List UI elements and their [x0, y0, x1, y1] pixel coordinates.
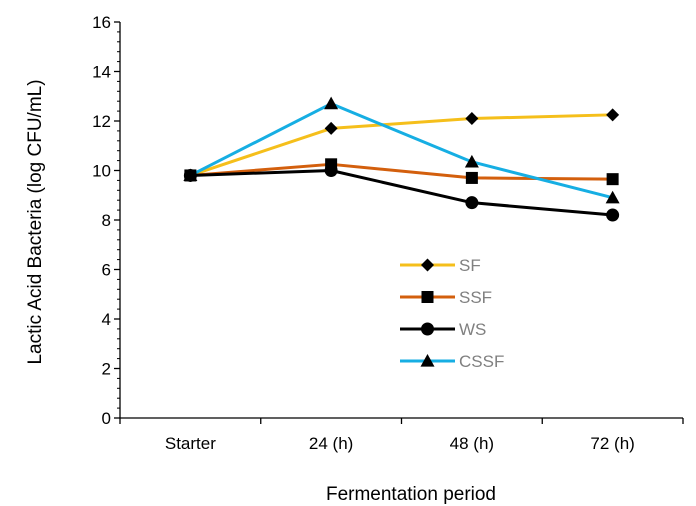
legend-marker	[421, 291, 434, 303]
series-line	[189, 113, 613, 177]
series-cssf	[189, 102, 613, 200]
data-point	[465, 171, 478, 184]
y-tick-label: 14	[92, 63, 111, 82]
legend-label: SSF	[459, 288, 492, 307]
series-sf	[189, 113, 613, 177]
legend-item-sf: SF	[400, 256, 481, 275]
x-axis-title: Fermentation period	[326, 484, 496, 505]
y-tick-label: 2	[102, 360, 111, 379]
y-tick-label: 0	[102, 409, 111, 428]
y-axis-ticks: 0 2 4 6 8 10 12 14 16	[92, 13, 120, 428]
x-tick-label: 24 (h)	[309, 434, 353, 453]
data-point	[324, 164, 338, 177]
series-ws	[190, 169, 613, 217]
y-tick-label: 12	[92, 112, 111, 131]
legend-item-cssf: CSSF	[400, 352, 504, 371]
data-point	[464, 154, 479, 168]
data-point	[606, 208, 620, 222]
data-point	[606, 108, 620, 122]
markers-cssf	[183, 96, 620, 204]
x-tick-label: Starter	[165, 434, 216, 453]
y-tick-label: 10	[92, 162, 111, 181]
legend-marker	[420, 354, 435, 367]
x-tick-label: 48 (h)	[450, 434, 494, 453]
legend: SF SSF WS CSSF	[400, 256, 504, 371]
data-point	[465, 196, 479, 210]
legend-marker	[421, 258, 434, 272]
data-point	[465, 112, 479, 126]
axes	[119, 22, 683, 419]
legend-label: CSSF	[459, 352, 504, 371]
x-tick-label: 72 (h)	[590, 434, 634, 453]
legend-label: SF	[459, 256, 481, 275]
y-axis-title: Lactic Acid Bacteria (log CFU/mL)	[25, 79, 46, 364]
legend-marker	[421, 322, 434, 336]
legend-item-ws: WS	[400, 320, 486, 339]
y-tick-label: 16	[92, 13, 111, 32]
x-axis-ticks: Starter 24 (h) 48 (h) 72 (h)	[119, 418, 684, 453]
data-point	[606, 173, 619, 186]
legend-label: WS	[459, 320, 486, 339]
y-tick-label: 6	[102, 261, 111, 280]
series-line	[189, 102, 613, 200]
legend-item-ssf: SSF	[400, 288, 492, 307]
series-layer	[183, 96, 620, 222]
data-point	[324, 121, 338, 135]
data-point	[605, 190, 620, 204]
data-point	[183, 168, 198, 182]
data-point	[324, 96, 339, 110]
y-tick-label: 4	[102, 310, 111, 329]
series-line	[190, 169, 613, 217]
y-tick-label: 8	[102, 211, 111, 230]
